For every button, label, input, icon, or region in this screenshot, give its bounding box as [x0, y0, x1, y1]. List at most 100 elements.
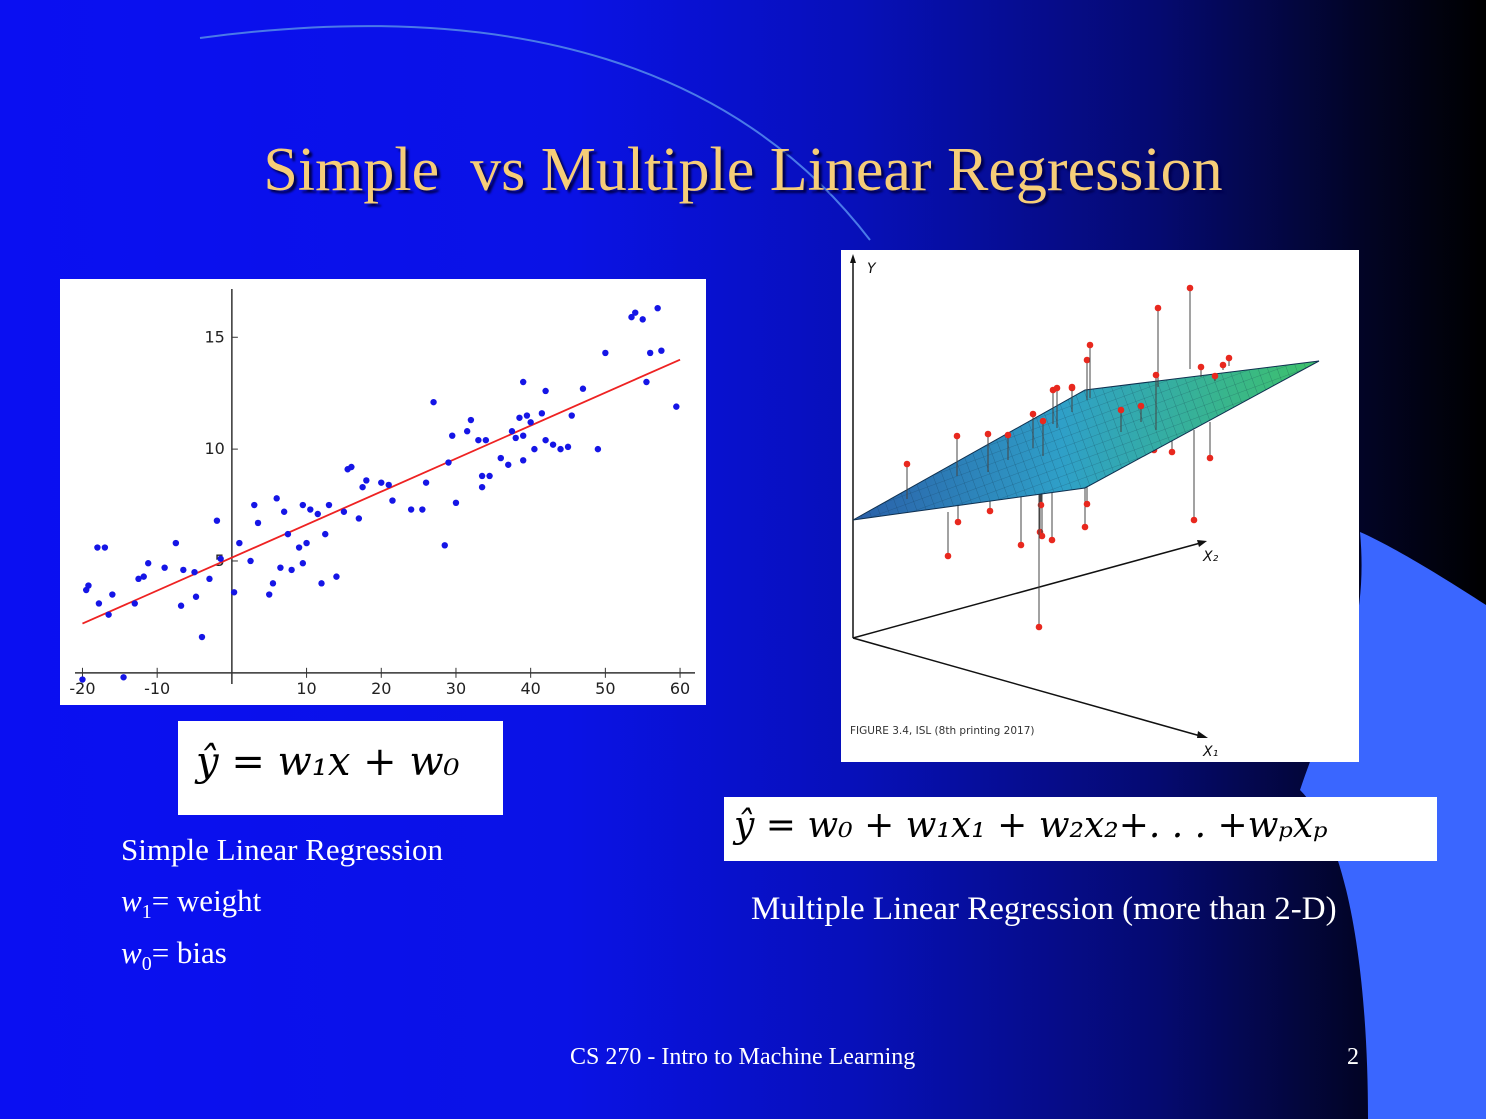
x-tick-label: 40 [520, 679, 540, 698]
data-point [236, 539, 243, 547]
data-point [505, 461, 512, 468]
data-point [527, 419, 534, 426]
observation-point-below [1035, 623, 1043, 631]
data-point [363, 477, 370, 484]
data-point [251, 501, 258, 509]
observation-point-above [1068, 383, 1076, 391]
data-point [568, 412, 575, 419]
observation-point-above [1086, 341, 1094, 349]
data-point [269, 580, 277, 587]
multiple-equation: ŷ = w₀ + w₁x₁ + w₂x₂+. . . +wₚxₚ [734, 805, 1328, 846]
footer-course: CS 270 - Intro to Machine Learning [570, 1044, 916, 1070]
observation-point-above [1004, 431, 1012, 439]
multiple-equation-box: ŷ = w₀ + w₁x₁ + w₂x₂+. . . +wₚxₚ [724, 797, 1437, 861]
data-point [643, 378, 650, 386]
data-point [512, 434, 519, 442]
w1-definition: w1= weight [121, 883, 261, 924]
observation-point-above [1225, 354, 1233, 362]
data-point [445, 459, 452, 466]
data-point [303, 539, 310, 547]
regression-plane-mesh [853, 361, 1319, 520]
w1-subscript: 1 [141, 901, 152, 924]
data-point [549, 441, 557, 448]
mlr-3d-figure: Y X₂ X₁ FIGURE 3.4, ISL (8th printing 20… [850, 254, 1320, 760]
x2-axis-label: X₂ [1202, 549, 1219, 565]
data-point [673, 403, 680, 410]
observation-point-above [1117, 406, 1125, 414]
observation-point-above [1211, 372, 1219, 380]
data-point [180, 566, 187, 574]
data-point [516, 414, 523, 421]
observation-point-above [903, 460, 911, 468]
observation-point-above [1137, 402, 1145, 410]
x-tick-label: 60 [670, 679, 690, 698]
data-point [213, 517, 221, 524]
x-tick-label: 50 [595, 679, 615, 698]
data-point [478, 472, 486, 480]
data-point [355, 515, 363, 522]
data-point [557, 445, 564, 453]
data-point [322, 530, 329, 538]
y-tick-label: 10 [205, 439, 225, 458]
w1-symbol: w [121, 883, 142, 918]
slide-title: Simple vs Multiple Linear Regression [263, 136, 1223, 204]
data-point [654, 304, 661, 312]
data-point [131, 600, 138, 607]
data-point [101, 544, 109, 551]
data-point [359, 483, 366, 491]
data-point [230, 589, 238, 596]
multiple-caption: Multiple Linear Regression (more than 2-… [751, 891, 1337, 927]
data-point [422, 479, 430, 486]
data-point [277, 564, 284, 571]
data-point [79, 676, 86, 683]
data-point [389, 497, 396, 504]
data-point [467, 416, 475, 424]
data-point [145, 560, 152, 567]
data-point [266, 591, 273, 598]
observation-point-above [1154, 304, 1162, 312]
data-point [542, 436, 549, 444]
data-point [206, 575, 213, 583]
data-point [280, 508, 288, 515]
data-point [646, 349, 654, 357]
w0-description: = bias [151, 935, 227, 970]
data-point [430, 398, 437, 406]
data-point [542, 387, 549, 395]
data-point [449, 432, 456, 439]
data-point [378, 479, 385, 486]
observation-point-below [1081, 523, 1089, 531]
data-point [658, 347, 665, 354]
observation-point-below [1048, 536, 1056, 544]
x-tick-label: -10 [144, 679, 170, 698]
data-point [307, 506, 314, 513]
data-point [299, 560, 307, 567]
data-point [192, 593, 200, 600]
observation-point-below [986, 507, 994, 515]
observation-point-above [1219, 361, 1227, 369]
x-tick-label: 10 [296, 679, 316, 698]
data-point [628, 313, 635, 321]
data-point [295, 544, 303, 551]
data-point [531, 445, 538, 453]
data-point [564, 443, 572, 451]
y-axis-label: Y [867, 261, 877, 277]
simple-equation: ŷ = w₁x + w₀ [196, 739, 460, 785]
observation-point-below [1190, 516, 1198, 524]
data-point [105, 611, 112, 618]
figure-credit: FIGURE 3.4, ISL (8th printing 2017) [850, 725, 1035, 737]
observation-point-below [944, 552, 952, 560]
data-point [177, 602, 185, 609]
data-point [325, 501, 333, 509]
data-point [198, 633, 206, 641]
data-point [273, 495, 280, 502]
data-point [478, 483, 486, 491]
w0-definition: w0= bias [121, 935, 227, 976]
observation-point-below [1168, 448, 1176, 456]
data-point [120, 674, 127, 681]
data-point [299, 501, 307, 509]
data-point [109, 591, 116, 598]
slide-number: 2 [1347, 1044, 1359, 1070]
w1-description: = weight [151, 883, 262, 918]
data-point [94, 544, 101, 551]
observation-point-below [1017, 541, 1025, 549]
